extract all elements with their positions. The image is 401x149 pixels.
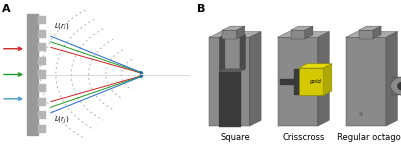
Text: Si: Si: [359, 112, 364, 117]
Polygon shape: [305, 26, 313, 39]
Bar: [38, 70, 46, 79]
Text: $L(r_i)$: $L(r_i)$: [54, 21, 69, 31]
Text: Regular octagon: Regular octagon: [337, 133, 401, 142]
Polygon shape: [250, 32, 261, 126]
Text: $L(r_j)$: $L(r_j)$: [54, 115, 69, 126]
Polygon shape: [277, 37, 318, 126]
Text: A: A: [2, 4, 10, 14]
Polygon shape: [290, 30, 305, 39]
Polygon shape: [386, 32, 397, 126]
Polygon shape: [358, 26, 381, 30]
Polygon shape: [299, 64, 332, 68]
Polygon shape: [346, 32, 397, 37]
Bar: [27, 14, 38, 135]
Polygon shape: [237, 26, 245, 39]
Text: B: B: [196, 4, 205, 14]
Bar: [38, 57, 46, 65]
Polygon shape: [324, 64, 332, 95]
Circle shape: [391, 77, 401, 95]
Polygon shape: [219, 69, 245, 72]
Polygon shape: [223, 30, 237, 39]
Text: Crisscross: Crisscross: [282, 133, 324, 142]
Bar: [38, 43, 46, 51]
Text: gold: gold: [309, 79, 321, 84]
Bar: [38, 84, 46, 92]
Polygon shape: [299, 68, 324, 95]
Bar: [38, 111, 46, 119]
Polygon shape: [346, 37, 386, 126]
Polygon shape: [318, 32, 329, 126]
Polygon shape: [219, 34, 225, 72]
Polygon shape: [209, 32, 261, 37]
Bar: [392, 77, 401, 95]
Text: Square: Square: [221, 133, 250, 142]
Bar: [38, 16, 46, 24]
Bar: [219, 72, 240, 126]
Polygon shape: [358, 30, 373, 39]
Circle shape: [397, 82, 401, 91]
Bar: [38, 98, 46, 106]
Polygon shape: [373, 26, 381, 39]
Polygon shape: [223, 26, 245, 30]
Bar: [38, 30, 46, 38]
Bar: [294, 69, 302, 94]
Polygon shape: [209, 37, 250, 126]
Bar: [38, 125, 46, 133]
Polygon shape: [290, 26, 313, 30]
Bar: [280, 79, 315, 84]
Polygon shape: [240, 34, 245, 72]
Polygon shape: [277, 32, 329, 37]
